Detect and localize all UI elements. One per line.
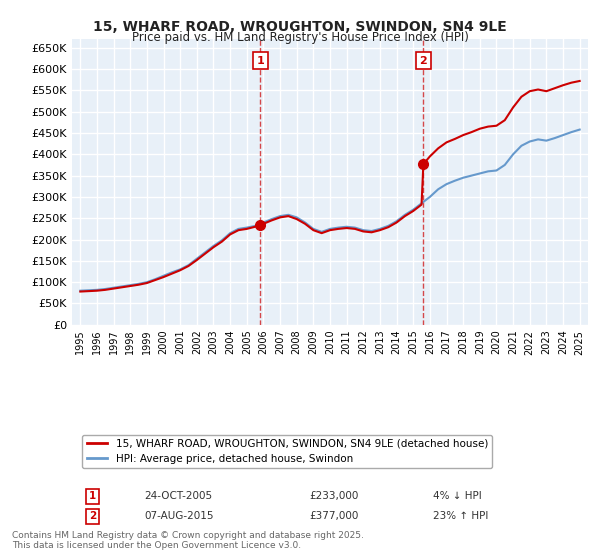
Text: 07-AUG-2015: 07-AUG-2015 xyxy=(144,511,214,521)
Text: 2: 2 xyxy=(419,55,427,66)
Text: 23% ↑ HPI: 23% ↑ HPI xyxy=(433,511,488,521)
Text: Price paid vs. HM Land Registry's House Price Index (HPI): Price paid vs. HM Land Registry's House … xyxy=(131,31,469,44)
Text: £233,000: £233,000 xyxy=(310,491,359,501)
Text: 15, WHARF ROAD, WROUGHTON, SWINDON, SN4 9LE: 15, WHARF ROAD, WROUGHTON, SWINDON, SN4 … xyxy=(93,20,507,34)
Text: 2: 2 xyxy=(89,511,96,521)
Text: 1: 1 xyxy=(89,491,96,501)
Text: Contains HM Land Registry data © Crown copyright and database right 2025.
This d: Contains HM Land Registry data © Crown c… xyxy=(12,530,364,550)
Text: 24-OCT-2005: 24-OCT-2005 xyxy=(144,491,212,501)
Text: £377,000: £377,000 xyxy=(310,511,359,521)
Legend: 15, WHARF ROAD, WROUGHTON, SWINDON, SN4 9LE (detached house), HPI: Average price: 15, WHARF ROAD, WROUGHTON, SWINDON, SN4 … xyxy=(82,435,492,468)
Text: 4% ↓ HPI: 4% ↓ HPI xyxy=(433,491,482,501)
Text: 1: 1 xyxy=(257,55,264,66)
